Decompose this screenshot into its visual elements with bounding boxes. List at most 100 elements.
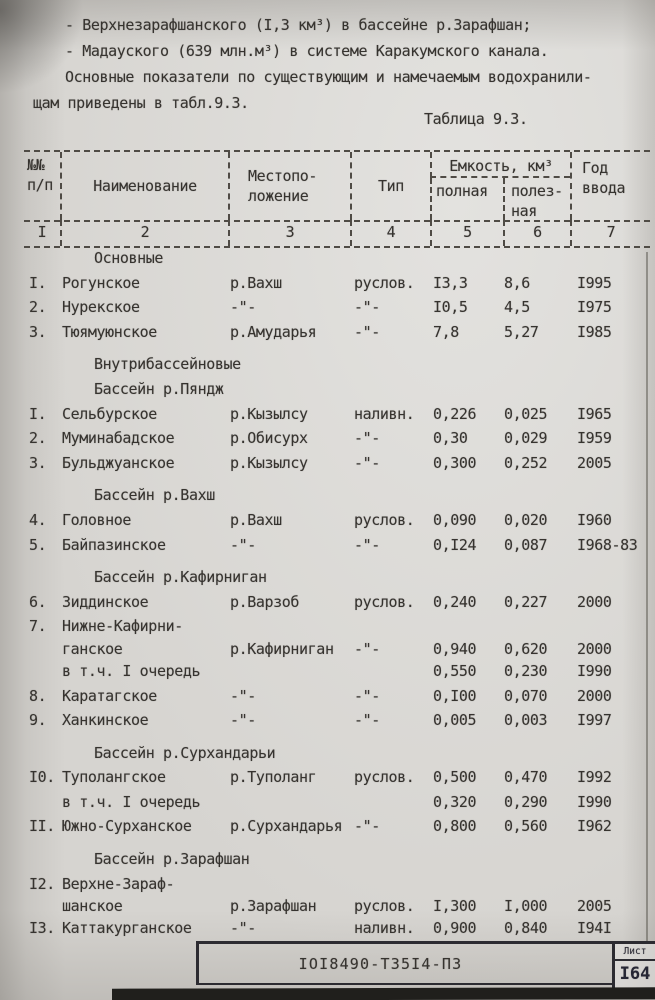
- cell-capacity-useful: I,000: [504, 897, 548, 916]
- cell-name: Сельбурское: [62, 404, 157, 423]
- cell-location: р.Вахш: [230, 510, 282, 529]
- cell-year: 2000: [577, 639, 612, 658]
- cell-capacity-useful: 0,025: [504, 404, 548, 423]
- cell-type: -"-: [354, 322, 380, 341]
- cell-capacity-useful: 5,27: [504, 322, 539, 341]
- intro-line: - Мадауского (639 млн.м³) в системе Кара…: [65, 42, 549, 60]
- col-header-capacity-group: Емкость, км³: [430, 152, 570, 178]
- cell-num: I.: [29, 273, 47, 292]
- sheet-number: I64: [619, 964, 651, 984]
- table-row: I2. Верхне-Зараф-: [24, 872, 655, 897]
- cell-type: -"-: [354, 453, 380, 472]
- cell-num: I0.: [29, 768, 55, 787]
- cell-num: I2.: [29, 874, 55, 893]
- cell-name: Нурекское: [62, 298, 140, 317]
- cell-name: Рогунское: [62, 273, 140, 292]
- cell-name: Бульджуанское: [62, 453, 175, 472]
- cell-name: Верхне-Зараф-: [62, 874, 175, 893]
- cell-year: I960: [577, 510, 612, 529]
- cell-type: руслов.: [354, 768, 415, 787]
- cell-capacity-useful: 0,029: [504, 429, 548, 448]
- document-number: IOI8490-Т35I4-ПЗ: [298, 954, 463, 973]
- cell-location: р.Зарафшан: [230, 897, 317, 916]
- cell-year: 2005: [577, 453, 612, 472]
- cell-name: в т.ч. I очередь: [62, 792, 201, 811]
- cell-year: I959: [577, 429, 612, 448]
- cell-num: 2.: [29, 298, 47, 317]
- cell-name: Муминабадское: [62, 429, 175, 448]
- cell-name: Зиддинское: [62, 592, 149, 611]
- cell-capacity-full: 0,005: [433, 711, 477, 730]
- col-header-num-line2: п/п: [27, 176, 53, 194]
- cell-capacity-full: 0,500: [433, 768, 477, 787]
- cell-capacity-useful: 0,290: [504, 792, 548, 811]
- table-row: I. Рогунское р.Вахш руслов. I3,3 8,6 I995: [24, 271, 655, 296]
- cell-capacity-full: 0,940: [433, 639, 477, 658]
- cell-num: 3.: [29, 453, 47, 472]
- cell-capacity-full: 0,090: [433, 510, 477, 529]
- table-row: в т.ч. I очередь 0,550 0,230 I990: [24, 659, 655, 684]
- table-row-continuation: ганское р.Кафирниган -"- 0,940 0,620 2000: [24, 639, 655, 659]
- cell-name: Туполангское: [62, 768, 166, 787]
- cell-type: наливн.: [354, 919, 415, 938]
- intro-line: - Верхнезарафшанского (I,3 км³) в бассей…: [65, 16, 532, 34]
- table-caption: Таблица 9.3.: [424, 110, 528, 128]
- section-heading: Внутрибассейновые: [94, 355, 241, 374]
- table-row: II. Южно-Сурханское р.Сурхандарья -"- 0,800 0…: [24, 814, 655, 839]
- cell-num: 9.: [29, 711, 47, 730]
- col-number: 5: [430, 220, 503, 246]
- table-row: 8. Каратагское -"- -"- 0,I00 0,070 2000: [24, 684, 655, 709]
- cell-location: -"-: [230, 686, 256, 705]
- cell-capacity-useful: 4,5: [504, 298, 530, 317]
- cell-year: I962: [577, 817, 612, 836]
- cell-num: 8.: [29, 686, 47, 705]
- cell-year: 2005: [577, 897, 612, 916]
- col-number: 3: [228, 220, 350, 246]
- col-header-type: Тип: [350, 152, 430, 220]
- cell-type: руслов.: [354, 510, 415, 529]
- cell-capacity-full: 0,900: [433, 919, 477, 938]
- col-header-capacity-useful: полез- ная: [503, 178, 570, 220]
- col-header-capacity-useful-line1: полез-: [511, 182, 563, 200]
- table-row: 6. Зиддинское р.Варзоб руслов. 0,240 0,227 200…: [24, 590, 655, 615]
- cell-capacity-full: 0,30: [433, 429, 468, 448]
- cell-year: I968-83: [577, 535, 638, 554]
- col-header-year: Год ввода: [570, 152, 650, 220]
- cell-year: I990: [577, 661, 612, 680]
- cell-capacity-useful: 0,003: [504, 711, 548, 730]
- cell-year: I965: [577, 404, 612, 423]
- cell-name: ганское: [62, 639, 123, 658]
- cell-location: р.Кызылсу: [230, 404, 308, 423]
- section-heading: Основные: [94, 249, 164, 267]
- cell-capacity-useful: 0,470: [504, 768, 548, 787]
- cell-capacity-full: 7,8: [433, 322, 459, 341]
- cell-num: 5.: [29, 535, 47, 554]
- cell-capacity-useful: 0,070: [504, 686, 548, 705]
- cell-capacity-full: 0,550: [433, 661, 477, 680]
- cell-capacity-full: I3,3: [433, 273, 468, 292]
- cell-capacity-useful: 0,230: [504, 661, 548, 680]
- cell-capacity-full: 0,226: [433, 404, 477, 423]
- cell-capacity-useful: 0,252: [504, 453, 548, 472]
- cell-capacity-full: I,300: [433, 897, 477, 916]
- cell-num: I3.: [29, 919, 55, 938]
- cell-year: I94I: [577, 919, 612, 938]
- cell-type: руслов.: [354, 273, 415, 292]
- section-heading: Бассейн р.Зарафшан: [94, 850, 250, 869]
- table-row-continuation: шанское р.Зарафшан руслов. I,300 I,000 2005: [24, 896, 655, 916]
- cell-capacity-useful: 0,087: [504, 535, 548, 554]
- cell-num: 7.: [29, 617, 47, 636]
- cell-year: I992: [577, 768, 612, 787]
- cell-capacity-useful: 0,840: [504, 919, 548, 938]
- title-block: IOI8490-Т35I4-ПЗ: [196, 941, 612, 985]
- cell-name: Нижне-Кафирни-: [62, 617, 183, 636]
- section-heading: Бассейн р.Пяндж: [94, 379, 224, 398]
- cell-capacity-full: 0,800: [433, 817, 477, 836]
- cell-capacity-useful: 0,560: [504, 817, 548, 836]
- col-number: 4: [350, 220, 430, 246]
- col-header-location-line1: Местопо-: [248, 167, 318, 185]
- col-header-year-line1: Год: [582, 159, 608, 177]
- col-number: 7: [570, 220, 650, 246]
- col-header-capacity-useful-line2: ная: [511, 202, 537, 220]
- cell-type: -"-: [354, 639, 380, 658]
